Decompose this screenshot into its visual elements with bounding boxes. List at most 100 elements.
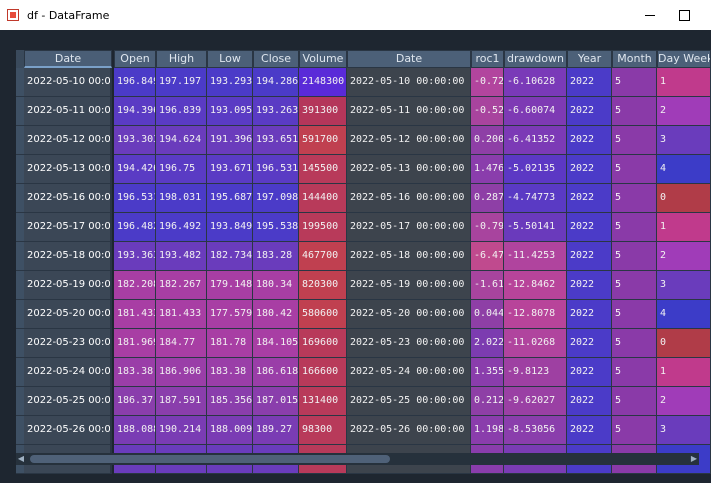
table-cell[interactable]: 5 [612,213,657,242]
table-cell[interactable]: -6.60074 [504,97,567,126]
table-cell[interactable]: 2022 [567,155,612,184]
table-cell[interactable]: 2022 [567,213,612,242]
table-cell[interactable]: 193.849 [207,213,253,242]
column-header-year[interactable]: Year [567,50,612,68]
table-cell[interactable]: 5 [612,242,657,271]
table-cell[interactable]: 181.969 [114,329,156,358]
table-cell[interactable]: 194.426 [114,155,156,184]
row-header[interactable] [16,68,24,97]
table-cell[interactable]: 196.482 [114,213,156,242]
table-cell[interactable]: 2 [657,242,711,271]
table-cell[interactable]: -9.8123 [504,358,567,387]
table-cell[interactable]: 2022 [567,126,612,155]
table-cell[interactable]: -9.62027 [504,387,567,416]
table-cell[interactable]: 185.356 [207,387,253,416]
row-index-cell[interactable]: 2022-05-25 00:00:00 [24,387,112,416]
column-header-day-week[interactable]: Day Week [657,50,711,68]
row-index-cell[interactable]: 2022-05-16 00:00:00 [24,184,112,213]
table-cell[interactable]: 5 [612,68,657,97]
table-cell[interactable]: -5.02135 [504,155,567,184]
row-index-cell[interactable]: 2022-05-17 00:00:00 [24,213,112,242]
table-cell[interactable]: 4 [657,300,711,329]
table-cell[interactable]: 2022-05-24 00:00:00 [347,358,471,387]
row-header[interactable] [16,416,24,445]
table-cell[interactable]: -12.8462 [504,271,567,300]
table-cell[interactable]: 187.591 [156,387,207,416]
table-cell[interactable]: 181.78 [207,329,253,358]
column-header-volume[interactable]: Volume [299,50,347,68]
row-header[interactable] [16,271,24,300]
table-cell[interactable]: 2022-05-25 00:00:00 [347,387,471,416]
table-cell[interactable]: 193.095 [207,97,253,126]
table-cell[interactable]: 2022-05-13 00:00:00 [347,155,471,184]
table-cell[interactable]: 2022-05-12 00:00:00 [347,126,471,155]
table-cell[interactable]: 2022 [567,184,612,213]
table-cell[interactable]: 2022 [567,358,612,387]
table-cell[interactable]: 5 [612,387,657,416]
table-cell[interactable]: 194.624 [156,126,207,155]
row-header[interactable] [16,358,24,387]
table-cell[interactable]: 2022-05-20 00:00:00 [347,300,471,329]
row-index-cell[interactable]: 2022-05-18 00:00:00 [24,242,112,271]
table-cell[interactable]: 184.77 [156,329,207,358]
table-cell[interactable]: 196.492 [156,213,207,242]
table-cell[interactable]: 180.34 [253,271,299,300]
table-cell[interactable]: -8.53056 [504,416,567,445]
minimize-button[interactable] [630,0,670,30]
table-cell[interactable]: 0.2002 [471,126,504,155]
table-cell[interactable]: 2022 [567,416,612,445]
table-cell[interactable]: 5 [612,155,657,184]
row-index-cell[interactable]: 2022-05-11 00:00:00 [24,97,112,126]
table-cell[interactable]: 2148300 [299,68,347,97]
row-index-cell[interactable]: 2022-05-20 00:00:00 [24,300,112,329]
table-cell[interactable]: 2022 [567,271,612,300]
table-cell[interactable]: 1 [657,213,711,242]
table-cell[interactable]: 131400 [299,387,347,416]
table-cell[interactable]: 4 [657,155,711,184]
row-index-cell[interactable]: 2022-05-12 00:00:00 [24,126,112,155]
column-header-open[interactable]: Open [114,50,156,68]
table-cell[interactable]: 1.3558 [471,358,504,387]
column-header-drawdown[interactable]: drawdown [504,50,567,68]
table-cell[interactable]: 195.538 [253,213,299,242]
table-cell[interactable]: 144400 [299,184,347,213]
table-cell[interactable]: 2022-05-11 00:00:00 [347,97,471,126]
table-cell[interactable]: 186.906 [156,358,207,387]
scrollbar-thumb[interactable] [30,455,390,463]
table-cell[interactable]: -0.7285 [471,68,504,97]
table-cell[interactable]: 196.75 [156,155,207,184]
table-cell[interactable]: 195.687 [207,184,253,213]
table-cell[interactable]: -1.6173 [471,271,504,300]
table-cell[interactable]: 820300 [299,271,347,300]
table-cell[interactable]: 2022 [567,329,612,358]
scroll-right-icon[interactable]: ▶ [690,454,698,463]
table-cell[interactable]: 0.2127 [471,387,504,416]
table-cell[interactable]: 5 [612,416,657,445]
table-cell[interactable]: 199500 [299,213,347,242]
table-cell[interactable]: 193.303 [114,126,156,155]
table-cell[interactable]: 2 [657,97,711,126]
table-cell[interactable]: 183.28 [253,242,299,271]
table-cell[interactable]: 2022-05-17 00:00:00 [347,213,471,242]
table-cell[interactable]: 190.214 [156,416,207,445]
table-cell[interactable]: 2 [657,387,711,416]
table-cell[interactable]: 196.531 [114,184,156,213]
table-cell[interactable]: 181.433 [114,300,156,329]
column-header-close[interactable]: Close [253,50,299,68]
table-cell[interactable]: 188.009 [207,416,253,445]
table-cell[interactable]: 2022 [567,242,612,271]
column-header-low[interactable]: Low [207,50,253,68]
table-cell[interactable]: 179.148 [207,271,253,300]
table-cell[interactable]: 1.1985 [471,416,504,445]
row-index-cell[interactable]: 2022-05-13 00:00:00 [24,155,112,184]
table-cell[interactable]: -11.0268 [504,329,567,358]
column-header-date[interactable]: Date [24,50,112,68]
table-cell[interactable]: 5 [612,300,657,329]
table-cell[interactable]: 193.263 [253,97,299,126]
table-cell[interactable]: 1.4766 [471,155,504,184]
table-cell[interactable]: 183.38 [114,358,156,387]
table-cell[interactable]: 5 [612,184,657,213]
row-index-cell[interactable]: 2022-05-26 00:00:00 [24,416,112,445]
table-cell[interactable]: 5 [612,358,657,387]
row-header[interactable] [16,184,24,213]
